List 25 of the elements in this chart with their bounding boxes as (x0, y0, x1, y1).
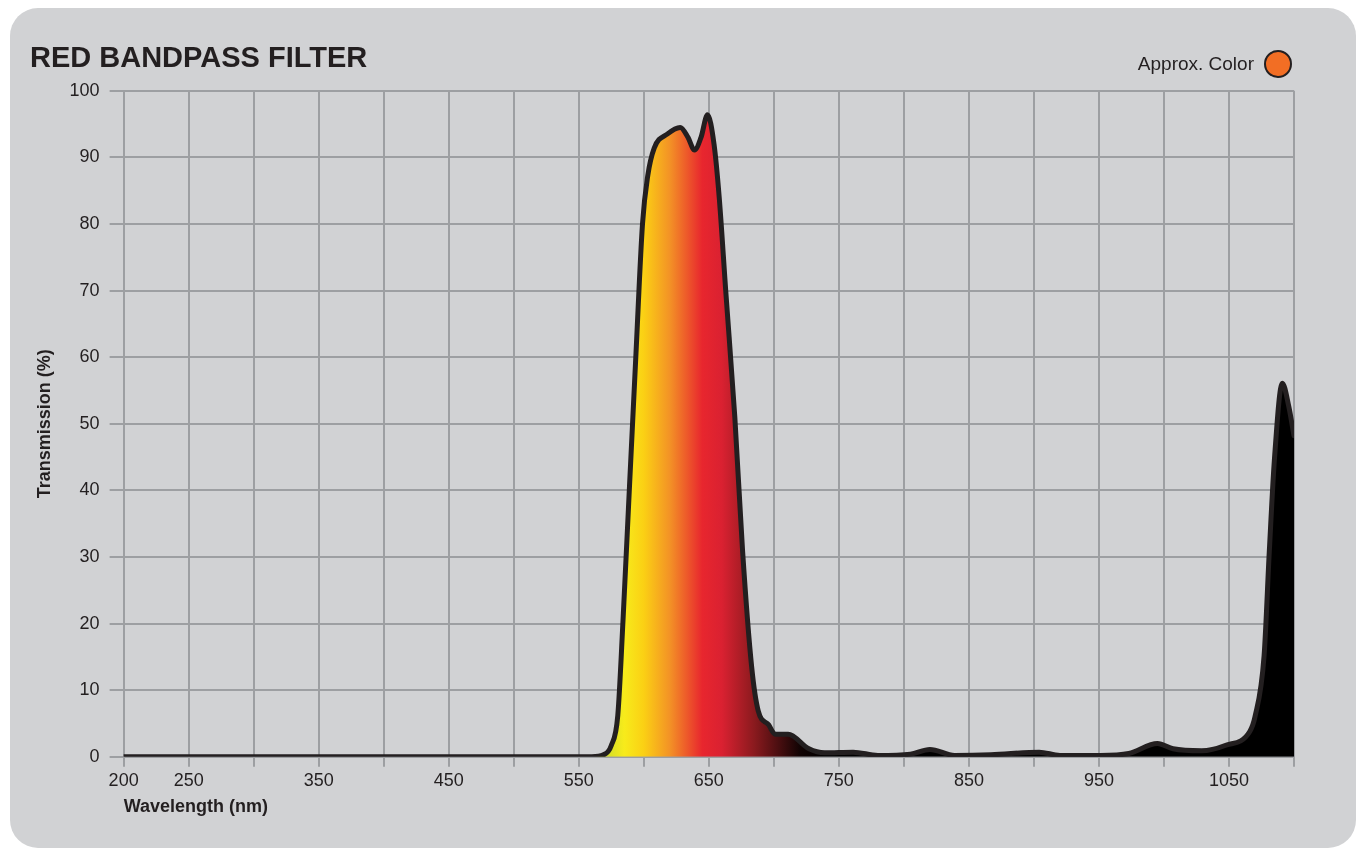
y-tick-label: 20 (79, 612, 100, 633)
y-tick-label: 0 (89, 745, 100, 766)
x-tick-label: 350 (303, 769, 334, 790)
y-tick-label: 80 (79, 212, 100, 233)
x-tick-label: 750 (823, 769, 854, 790)
x-tick-label: 450 (433, 769, 464, 790)
y-tick-label: 100 (69, 79, 100, 100)
x-tick-label: 850 (953, 769, 984, 790)
x-tick-label: 250 (173, 769, 204, 790)
chart-title: RED BANDPASS FILTER (30, 41, 368, 74)
y-tick-label: 60 (79, 346, 100, 367)
x-axis-title: Wavelength (nm) (123, 796, 268, 817)
text: Approx. Color (1137, 53, 1254, 75)
y-axis-title: Transmission (%) (33, 349, 54, 499)
x-tick-label: 1050 (1208, 769, 1249, 790)
x-tick-label: 950 (1083, 769, 1114, 790)
y-tick-label: 90 (79, 146, 100, 167)
y-tick-label: 30 (79, 545, 100, 566)
y-tick-label: 10 (79, 679, 100, 700)
x-tick-label: 200 (108, 769, 139, 790)
y-tick-label: 70 (79, 279, 100, 300)
x-tick-label: 650 (693, 769, 724, 790)
y-tick-label: 50 (79, 412, 100, 433)
y-tick-label: 40 (79, 479, 100, 500)
x-tick-label: 550 (563, 769, 594, 790)
